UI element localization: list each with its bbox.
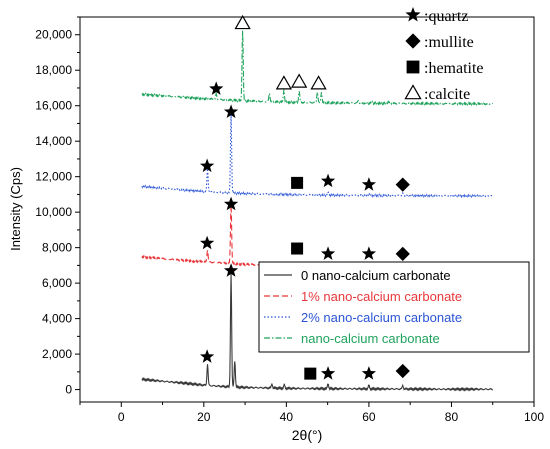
hematite-marker: [291, 177, 303, 189]
phase-legend-symbol-2: [407, 61, 420, 74]
y-tick-label: 14,000: [35, 134, 72, 148]
series-legend-label-0: 0 nano-calcium carbonate: [301, 268, 451, 283]
x-tick-label: 60: [362, 410, 376, 424]
series-legend-label-2: 2% nano-calcium carbonate: [301, 310, 462, 325]
x-axis-title: 2θ(°): [292, 427, 323, 443]
mullite-marker: [396, 178, 410, 192]
phase-legend-label-1: :mullite: [424, 34, 474, 51]
y-tick-label: 8,000: [42, 241, 72, 255]
quartz-marker: [321, 246, 335, 260]
quartz-marker: [321, 366, 335, 380]
series-line-1: [142, 204, 493, 268]
quartz-marker: [362, 366, 376, 380]
series-line-2: [142, 115, 493, 197]
x-tick-label: 100: [524, 410, 544, 424]
quartz-marker: [362, 177, 376, 191]
y-tick-label: 20,000: [35, 28, 72, 42]
x-tick-label: 20: [197, 410, 211, 424]
hematite-marker: [291, 243, 303, 255]
phase-legend-symbol-0: [405, 7, 420, 21]
phase-legend-label-0: :quartz: [424, 8, 468, 25]
phase-legend-symbol-3: [405, 85, 420, 98]
quartz-marker: [321, 174, 335, 188]
y-tick-label: 0: [65, 383, 72, 397]
series-legend: 0 nano-calcium carbonate 1% nano-calcium …: [259, 262, 529, 352]
y-tick-label: 18,000: [35, 63, 72, 77]
y-tick-label: 4,000: [42, 312, 72, 326]
calcite-marker: [311, 76, 325, 88]
calcite-marker: [277, 76, 291, 88]
calcite-marker: [235, 16, 249, 28]
x-tick-label: 40: [280, 410, 294, 424]
phase-legend-label-2: :hematite: [424, 60, 484, 77]
y-tick-label: 12,000: [35, 170, 72, 184]
mullite-marker: [396, 364, 410, 378]
y-tick-label: 10,000: [35, 205, 72, 219]
phase-legend-symbol-1: [405, 33, 420, 48]
quartz-marker: [200, 349, 214, 363]
y-tick-label: 6,000: [42, 276, 72, 290]
y-axis-title: Intensity (Cps): [8, 167, 23, 251]
x-tick-label: 0: [118, 410, 125, 424]
series-legend-label-1: 1% nano-calcium carbonate: [301, 289, 462, 304]
quartz-marker: [362, 246, 376, 260]
calcite-marker: [292, 75, 306, 87]
hematite-marker: [304, 368, 316, 380]
x-tick-label: 80: [445, 410, 459, 424]
phase-legend: :quartz :mullite :hematite :calcite: [405, 7, 483, 103]
axes: 0 20 40 60 80 100 0 2,000 4,000 6,000 8,000 10,000 1…: [35, 17, 544, 424]
mullite-marker: [396, 247, 410, 261]
series-legend-label-3: nano-calcium carbonate: [301, 331, 440, 346]
quartz-marker: [200, 236, 214, 250]
y-tick-label: 16,000: [35, 99, 72, 113]
phase-legend-label-3: :calcite: [424, 86, 470, 103]
y-tick-label: 2,000: [42, 347, 72, 361]
